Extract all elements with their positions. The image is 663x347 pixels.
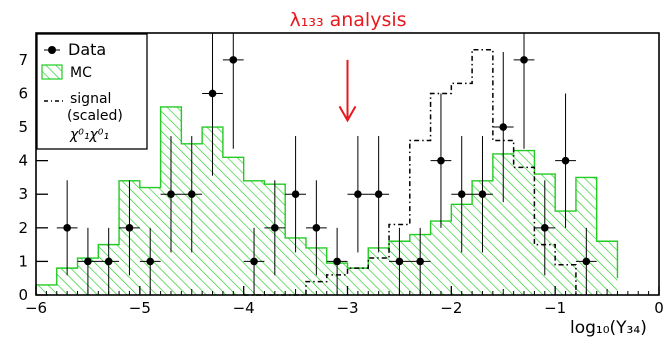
data-point	[354, 190, 362, 199]
legend-signal-label: signal	[70, 91, 111, 107]
mc-bar	[56, 268, 78, 295]
data-points	[56, 33, 597, 295]
legend-box	[36, 33, 148, 150]
data-point	[540, 224, 549, 232]
data-point	[499, 123, 508, 131]
y-tick-label: 0	[18, 286, 28, 304]
mc-bar	[430, 221, 452, 295]
y-tick-label: 2	[18, 219, 28, 237]
data-point	[167, 190, 175, 199]
mc-bar	[222, 157, 244, 295]
data-point	[582, 257, 591, 266]
x-tick-label: −1	[544, 299, 566, 317]
data-point	[333, 257, 341, 266]
mc-bar	[596, 241, 618, 295]
mc-bar	[36, 284, 57, 295]
data-point	[250, 257, 258, 266]
legend-data-label: Data	[68, 40, 106, 59]
y-tick-label: 1	[18, 252, 28, 270]
legend-signal-scaled: (scaled)	[67, 108, 123, 124]
x-tick-label: −3	[336, 299, 358, 317]
arrow-annotation	[338, 59, 357, 123]
x-tick-label: −2	[440, 299, 462, 317]
data-point	[395, 257, 404, 266]
data-point	[229, 56, 238, 64]
data-point	[187, 190, 196, 199]
data-point	[561, 156, 570, 165]
mc-bar	[492, 153, 514, 295]
y-tick-label: 6	[18, 84, 28, 102]
data-point	[291, 190, 300, 199]
data-point	[84, 257, 92, 266]
y-tick-label: 7	[18, 51, 28, 69]
mc-bar	[347, 268, 369, 295]
data-point	[437, 156, 445, 165]
data-point	[457, 190, 466, 199]
mc-bar	[368, 247, 390, 295]
x-tick-label: −5	[129, 299, 151, 317]
data-point	[520, 56, 528, 64]
y-tick-label: 5	[18, 118, 28, 136]
legend-signal-particles: χ⁰₁χ⁰₁	[69, 127, 109, 143]
data-point	[63, 224, 71, 232]
y-tick-label: 4	[18, 152, 28, 170]
data-point	[208, 89, 217, 98]
data-point	[374, 190, 383, 199]
signal-histogram	[243, 49, 577, 296]
mc-bar	[202, 127, 223, 295]
mc-bar	[285, 237, 306, 295]
chart-title: λ₁₃₃ analysis	[289, 9, 406, 31]
legend-mc-swatch	[41, 64, 63, 80]
x-tick-label: 0	[654, 299, 663, 317]
mc-bar	[513, 150, 535, 295]
x-axis-label: log₁₀(Y₃₄)	[570, 318, 647, 338]
mc-bar	[555, 211, 576, 295]
axes: −6 −5 −4 −3 −2 −1 0 0 1 2 3 4 5 6 7	[18, 51, 663, 317]
legend: Data MC signal (scaled) χ⁰₁χ⁰₁	[36, 33, 148, 150]
data-point	[146, 257, 155, 266]
data-point	[312, 224, 321, 232]
data-point	[104, 257, 113, 266]
data-point	[271, 224, 279, 232]
signal-outline	[243, 49, 577, 296]
arrow-head	[338, 105, 357, 123]
y-tick-label: 3	[18, 185, 28, 203]
data-point	[125, 224, 134, 232]
legend-mc-label: MC	[70, 65, 92, 81]
data-point	[478, 190, 487, 199]
x-tick-label: −4	[233, 299, 255, 317]
x-tick-label: −6	[25, 299, 47, 317]
data-point	[416, 257, 424, 266]
